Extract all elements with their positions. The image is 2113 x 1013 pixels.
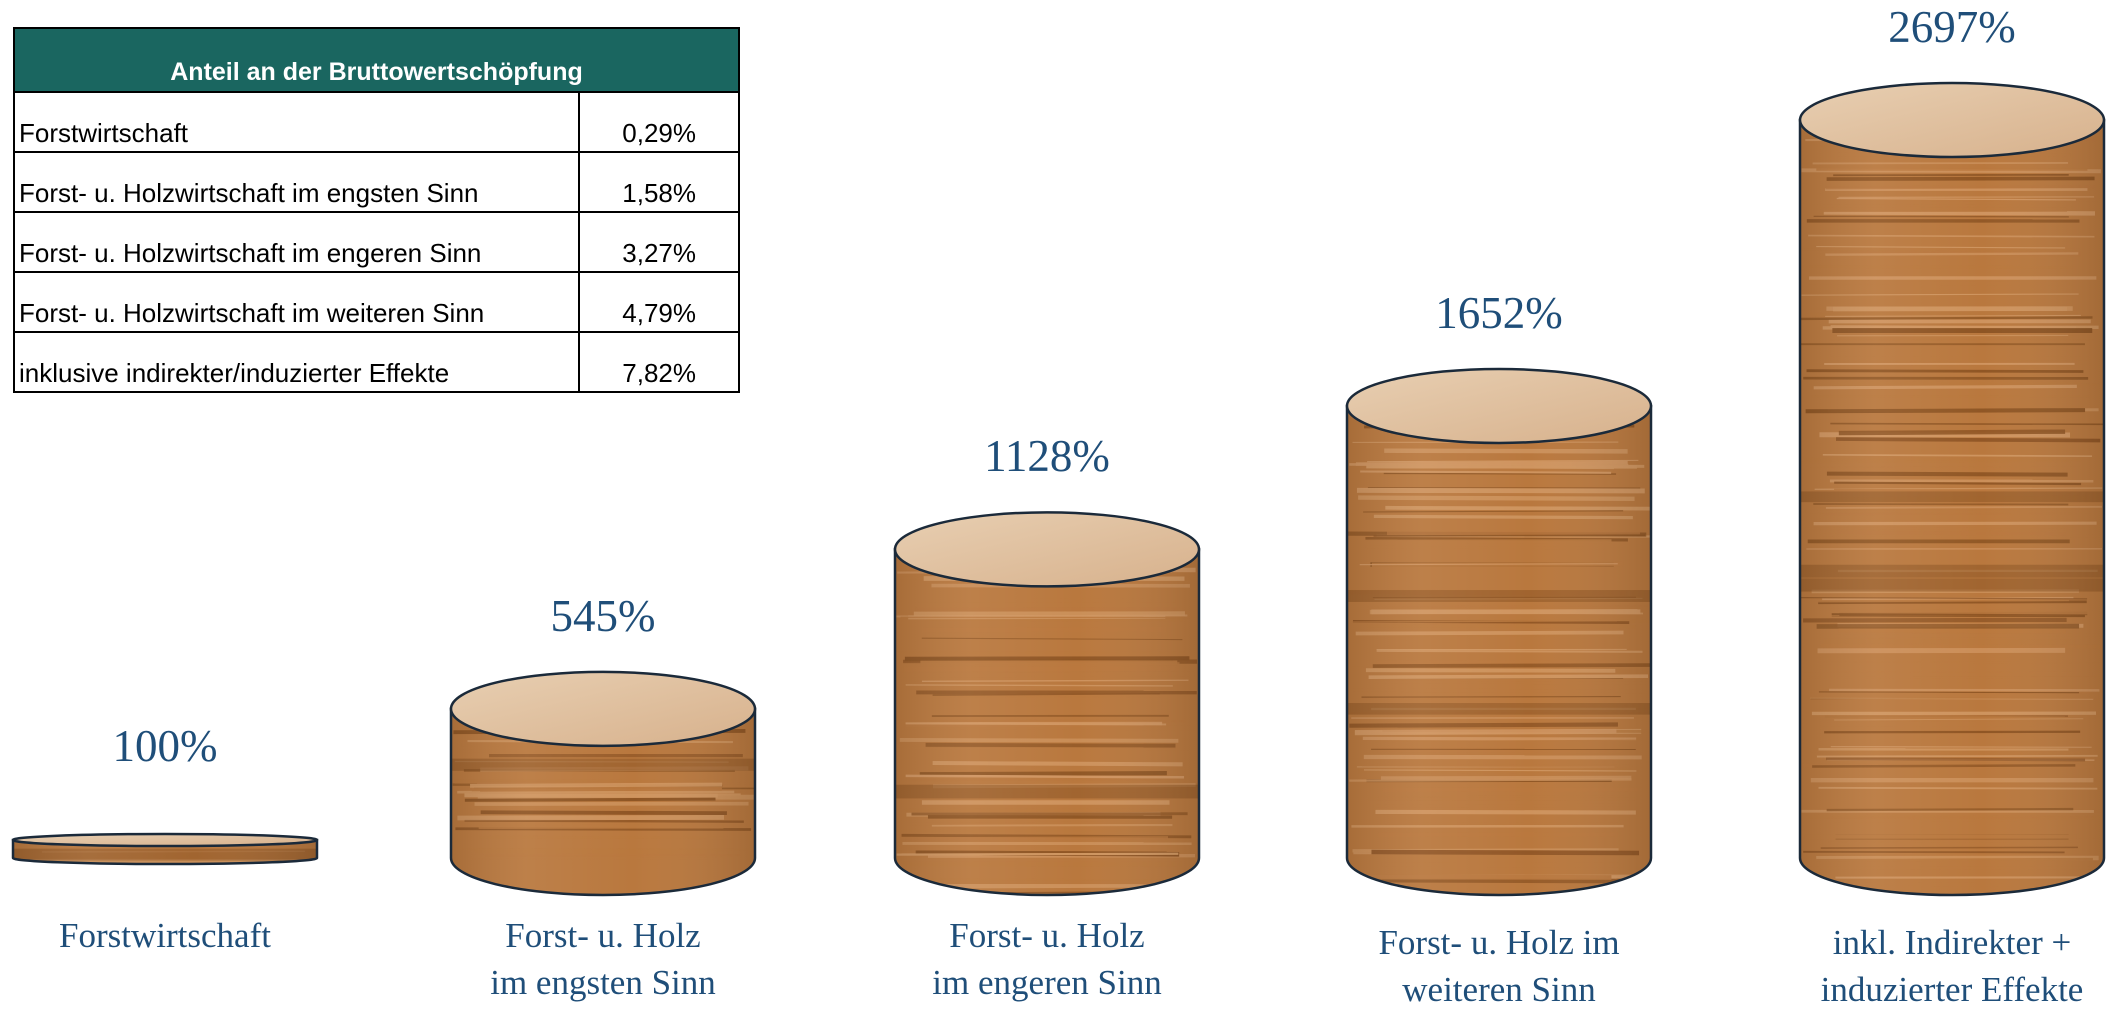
value-label: 1652% xyxy=(1435,287,1563,339)
cylinder-top xyxy=(1800,83,2104,157)
value-label: 545% xyxy=(551,590,656,642)
cylinder-bar xyxy=(1800,83,2104,900)
category-label-line: im engeren Sinn xyxy=(932,959,1161,1006)
category-label-line: Forst- u. Holz im xyxy=(1378,919,1619,966)
category-label-line: induzierter Effekte xyxy=(1821,966,2084,1013)
cylinder-bar xyxy=(13,834,317,869)
category-label-line: Forstwirtschaft xyxy=(59,912,271,959)
category-label-line: im engsten Sinn xyxy=(490,959,716,1006)
category-label: inkl. Indirekter +induzierter Effekte xyxy=(1821,919,2084,1013)
cylinder-top xyxy=(451,672,755,746)
value-label: 2697% xyxy=(1888,1,2016,53)
cylinder-top xyxy=(895,512,1199,586)
cylinder-top xyxy=(1347,369,1651,443)
cylinder-bar xyxy=(895,512,1199,900)
category-label-line: inkl. Indirekter + xyxy=(1821,919,2084,966)
value-label: 100% xyxy=(113,720,218,772)
cylinder-top xyxy=(13,834,317,846)
category-label-line: Forst- u. Holz xyxy=(490,912,716,959)
cylinder-bar xyxy=(451,672,755,900)
category-label: Forstwirtschaft xyxy=(59,912,271,959)
cylinder-bar xyxy=(1347,369,1651,900)
category-label-line: weiteren Sinn xyxy=(1378,966,1619,1013)
category-label-line: Forst- u. Holz xyxy=(932,912,1161,959)
value-label: 1128% xyxy=(984,430,1110,482)
